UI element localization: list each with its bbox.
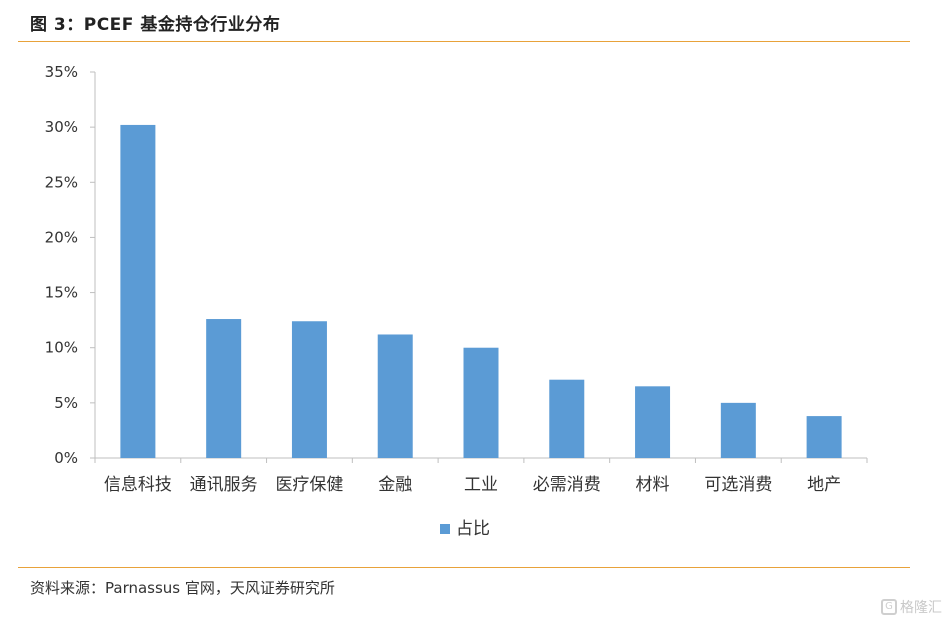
bar	[463, 347, 499, 458]
legend-swatch	[440, 524, 450, 534]
bar	[120, 124, 156, 459]
source-note: 资料来源：Parnassus 官网，天风证券研究所	[30, 579, 335, 597]
y-tick-label: 20%	[45, 228, 78, 246]
watermark-logo-icon: G	[881, 599, 897, 615]
legend-label: 占比	[456, 519, 490, 539]
y-tick-label: 5%	[54, 394, 78, 412]
x-tick-label: 可选消费	[704, 475, 772, 495]
bar-chart: 0% 5% 10% 15% 20% 25% 30% 35% 信息科技 通讯服务 医疗保健 金融 工业 必需…	[45, 63, 868, 539]
x-tick-label: 工业	[464, 475, 498, 495]
x-tick-label: 必需消费	[533, 475, 601, 495]
x-tick-label: 金融	[378, 475, 412, 495]
x-tick-label: 材料	[636, 475, 670, 495]
bar	[377, 334, 413, 458]
bar	[549, 379, 585, 458]
bar	[635, 386, 671, 458]
bar	[720, 402, 756, 458]
x-tick-label: 通讯服务	[190, 475, 258, 495]
x-tick-label: 医疗保健	[275, 475, 343, 495]
y-tick-label: 30%	[45, 118, 78, 136]
watermark-text: 格隆汇	[900, 600, 942, 616]
bottom-divider	[18, 567, 910, 568]
y-tick-label: 35%	[45, 63, 78, 81]
top-divider	[18, 41, 910, 42]
x-tick-label: 信息科技	[104, 475, 172, 495]
x-tick-label: 地产	[807, 475, 841, 495]
bar	[806, 416, 842, 458]
chart-title: 图 3：PCEF 基金持仓行业分布	[30, 15, 281, 35]
bar	[206, 319, 242, 458]
y-tick-label: 10%	[45, 339, 78, 357]
y-tick-label: 15%	[45, 284, 78, 302]
y-tick-label: 0%	[54, 449, 78, 467]
bar	[291, 321, 327, 458]
watermark: G 格隆汇	[881, 597, 942, 617]
y-tick-label: 25%	[45, 173, 78, 191]
